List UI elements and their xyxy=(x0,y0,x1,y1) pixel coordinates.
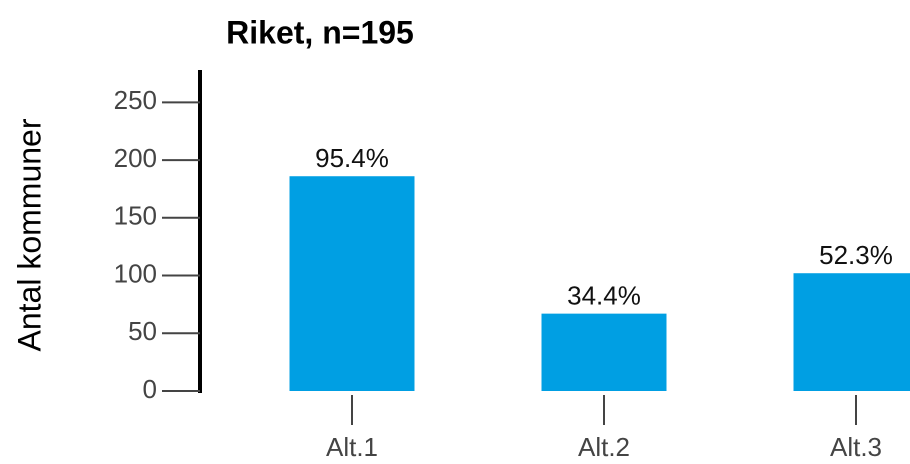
value-label: 34.4% xyxy=(567,281,641,311)
bar xyxy=(289,176,415,391)
y-tick-label: 250 xyxy=(114,85,157,115)
y-tick-label: 50 xyxy=(128,316,157,346)
x-tick-label: Alt.2 xyxy=(578,432,630,462)
x-tick-label: Alt.3 xyxy=(830,432,882,462)
x-tick-label: Alt.1 xyxy=(326,432,378,462)
value-label: 52.3% xyxy=(819,240,893,270)
y-tick-label: 150 xyxy=(114,201,157,231)
value-label: 95.4% xyxy=(315,143,389,173)
chart-title: Riket, n=195 xyxy=(226,14,414,50)
bar xyxy=(793,273,910,391)
y-tick-label: 200 xyxy=(114,143,157,173)
bar xyxy=(541,313,667,391)
y-tick-label: 100 xyxy=(114,258,157,288)
y-tick-label: 0 xyxy=(143,374,157,404)
y-axis-label: Antal kommuner xyxy=(11,118,47,351)
